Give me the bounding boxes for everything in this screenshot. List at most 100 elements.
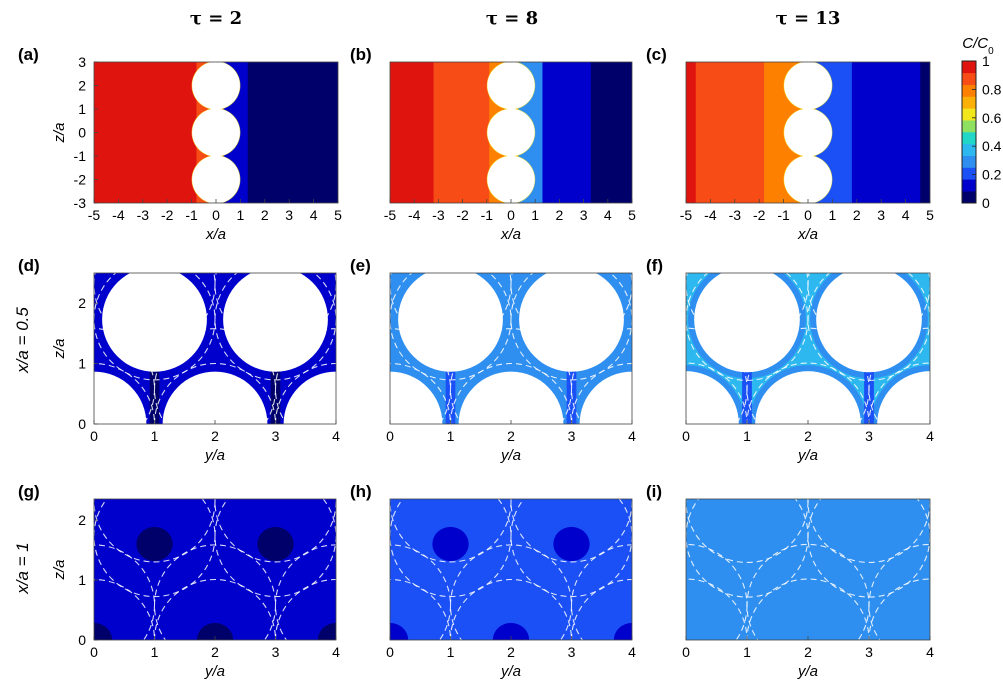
- colorbar-swatch: [962, 84, 976, 97]
- colorbar-tick-label: 0: [982, 195, 990, 211]
- column-header-tau-13: τ = 13: [776, 8, 841, 29]
- sphere-outline-dashed: [94, 544, 156, 640]
- sphere-outline-dashed: [153, 328, 277, 424]
- x-tick-label: -1: [185, 207, 198, 223]
- x-tick-label: 4: [604, 207, 612, 223]
- low-concentration-spot: [390, 622, 409, 640]
- sphere-outline-dashed: [807, 273, 930, 381]
- x-tick-label: -5: [88, 207, 101, 223]
- x-tick-label: 0: [212, 207, 220, 223]
- panel-f: 0 1 2 3 4 y/a (f): [646, 256, 934, 464]
- colorbar-swatch: [962, 61, 976, 74]
- sphere-outline-dashed: [390, 328, 452, 424]
- x-tick-label: 4: [332, 428, 340, 444]
- sphere-cross-section: [390, 371, 443, 424]
- x-tick-label: 1: [151, 644, 159, 660]
- panel-label: (g): [18, 482, 40, 501]
- concentration-band: [695, 62, 765, 203]
- y-tick-label: 2: [78, 295, 86, 311]
- y-tick-label: -1: [74, 148, 87, 164]
- x-tick-label: 2: [507, 644, 515, 660]
- sphere-outline-dashed: [510, 273, 632, 346]
- x-tick-label: 5: [628, 207, 636, 223]
- sphere: [487, 155, 535, 203]
- y-tick-label: 1: [78, 572, 86, 588]
- concentration-band: [590, 62, 632, 203]
- x-tick-label: -2: [161, 207, 174, 223]
- x-tick-label: -5: [384, 207, 397, 223]
- x-tick-label: 4: [332, 644, 340, 660]
- x-tick-label: 3: [285, 207, 293, 223]
- panel-c: -5 -4 -3 -2 -1 0 1 2 3 4 5 x/a (c): [646, 45, 934, 243]
- y-axis-label: z/a: [51, 559, 68, 580]
- y-tick-label: 0: [78, 632, 86, 648]
- sphere-outline-dashed: [94, 273, 216, 346]
- colorbar-swatch: [962, 179, 976, 192]
- sphere: [487, 108, 535, 157]
- y-axis-label: z/a: [51, 338, 68, 359]
- x-tick-label: 4: [926, 428, 934, 444]
- sphere-outline-dashed: [153, 362, 277, 424]
- panel-label: (h): [350, 482, 372, 501]
- x-axis-label: x/a: [500, 226, 521, 243]
- sphere: [784, 155, 832, 203]
- x-tick-label: 0: [682, 428, 690, 444]
- low-concentration-spot: [553, 526, 590, 562]
- y-tick-label: 2: [78, 512, 86, 528]
- low-concentration-spot: [492, 622, 530, 640]
- colorbar-swatch: [962, 132, 976, 145]
- sphere: [784, 108, 832, 157]
- x-tick-label: 1: [447, 644, 455, 660]
- sphere-outline-dashed: [214, 273, 336, 346]
- colorbar-tick-label: 0.6: [982, 110, 1002, 126]
- x-axis-label: x/a: [205, 226, 226, 243]
- sphere-outline-dashed: [510, 499, 632, 598]
- x-tick-label: 4: [310, 207, 318, 223]
- sphere-cross-section: [877, 371, 930, 424]
- colorbar-swatch: [962, 191, 976, 204]
- sphere-outline-dashed: [449, 544, 573, 640]
- sphere-cross-section: [519, 273, 624, 372]
- plot-area: [94, 499, 336, 640]
- x-tick-label: -1: [481, 207, 494, 223]
- colorbar-swatch: [962, 120, 976, 133]
- x-tick-label: -3: [137, 207, 150, 223]
- sphere-cross-section: [686, 371, 739, 424]
- column-header-tau-8: τ = 8: [486, 8, 538, 29]
- panel-label: (i): [646, 482, 662, 501]
- plot-area: [686, 273, 930, 424]
- x-tick-label: 3: [272, 428, 280, 444]
- sphere-outline-dashed: [94, 499, 216, 563]
- x-tick-label: 1: [743, 644, 751, 660]
- x-tick-label: -4: [704, 207, 717, 223]
- x-tick-label: -4: [408, 207, 421, 223]
- sphere-outline-dashed: [214, 273, 336, 381]
- sphere-outline-dashed: [94, 273, 216, 381]
- sphere-cross-section: [223, 273, 328, 372]
- sphere-cross-section: [579, 371, 632, 424]
- low-concentration-spot: [136, 526, 173, 562]
- x-tick-label: 4: [628, 428, 636, 444]
- x-tick-label: -5: [680, 207, 693, 223]
- sphere-outline-dashed: [807, 499, 930, 598]
- sphere-outline-dashed: [510, 273, 632, 381]
- concentration-band: [247, 62, 338, 203]
- x-axis-label: y/a: [500, 447, 521, 464]
- sphere-outline-dashed: [807, 499, 930, 563]
- colorbar: C/C0 10.80.60.40.20: [961, 35, 1002, 211]
- sphere: [784, 62, 832, 110]
- sphere: [487, 62, 535, 110]
- sphere-outline-dashed: [449, 362, 573, 424]
- low-concentration-spot: [196, 622, 234, 640]
- sphere-outline-dashed: [153, 578, 277, 640]
- colorbar-swatch: [962, 155, 976, 168]
- plot-area: [686, 62, 930, 203]
- row-labels: x/a = 0.5 x/a = 1: [13, 307, 32, 595]
- concentration-band: [390, 62, 435, 203]
- sphere-outline-dashed: [214, 499, 336, 563]
- x-tick-label: 4: [902, 207, 910, 223]
- x-axis-label: y/a: [204, 663, 225, 680]
